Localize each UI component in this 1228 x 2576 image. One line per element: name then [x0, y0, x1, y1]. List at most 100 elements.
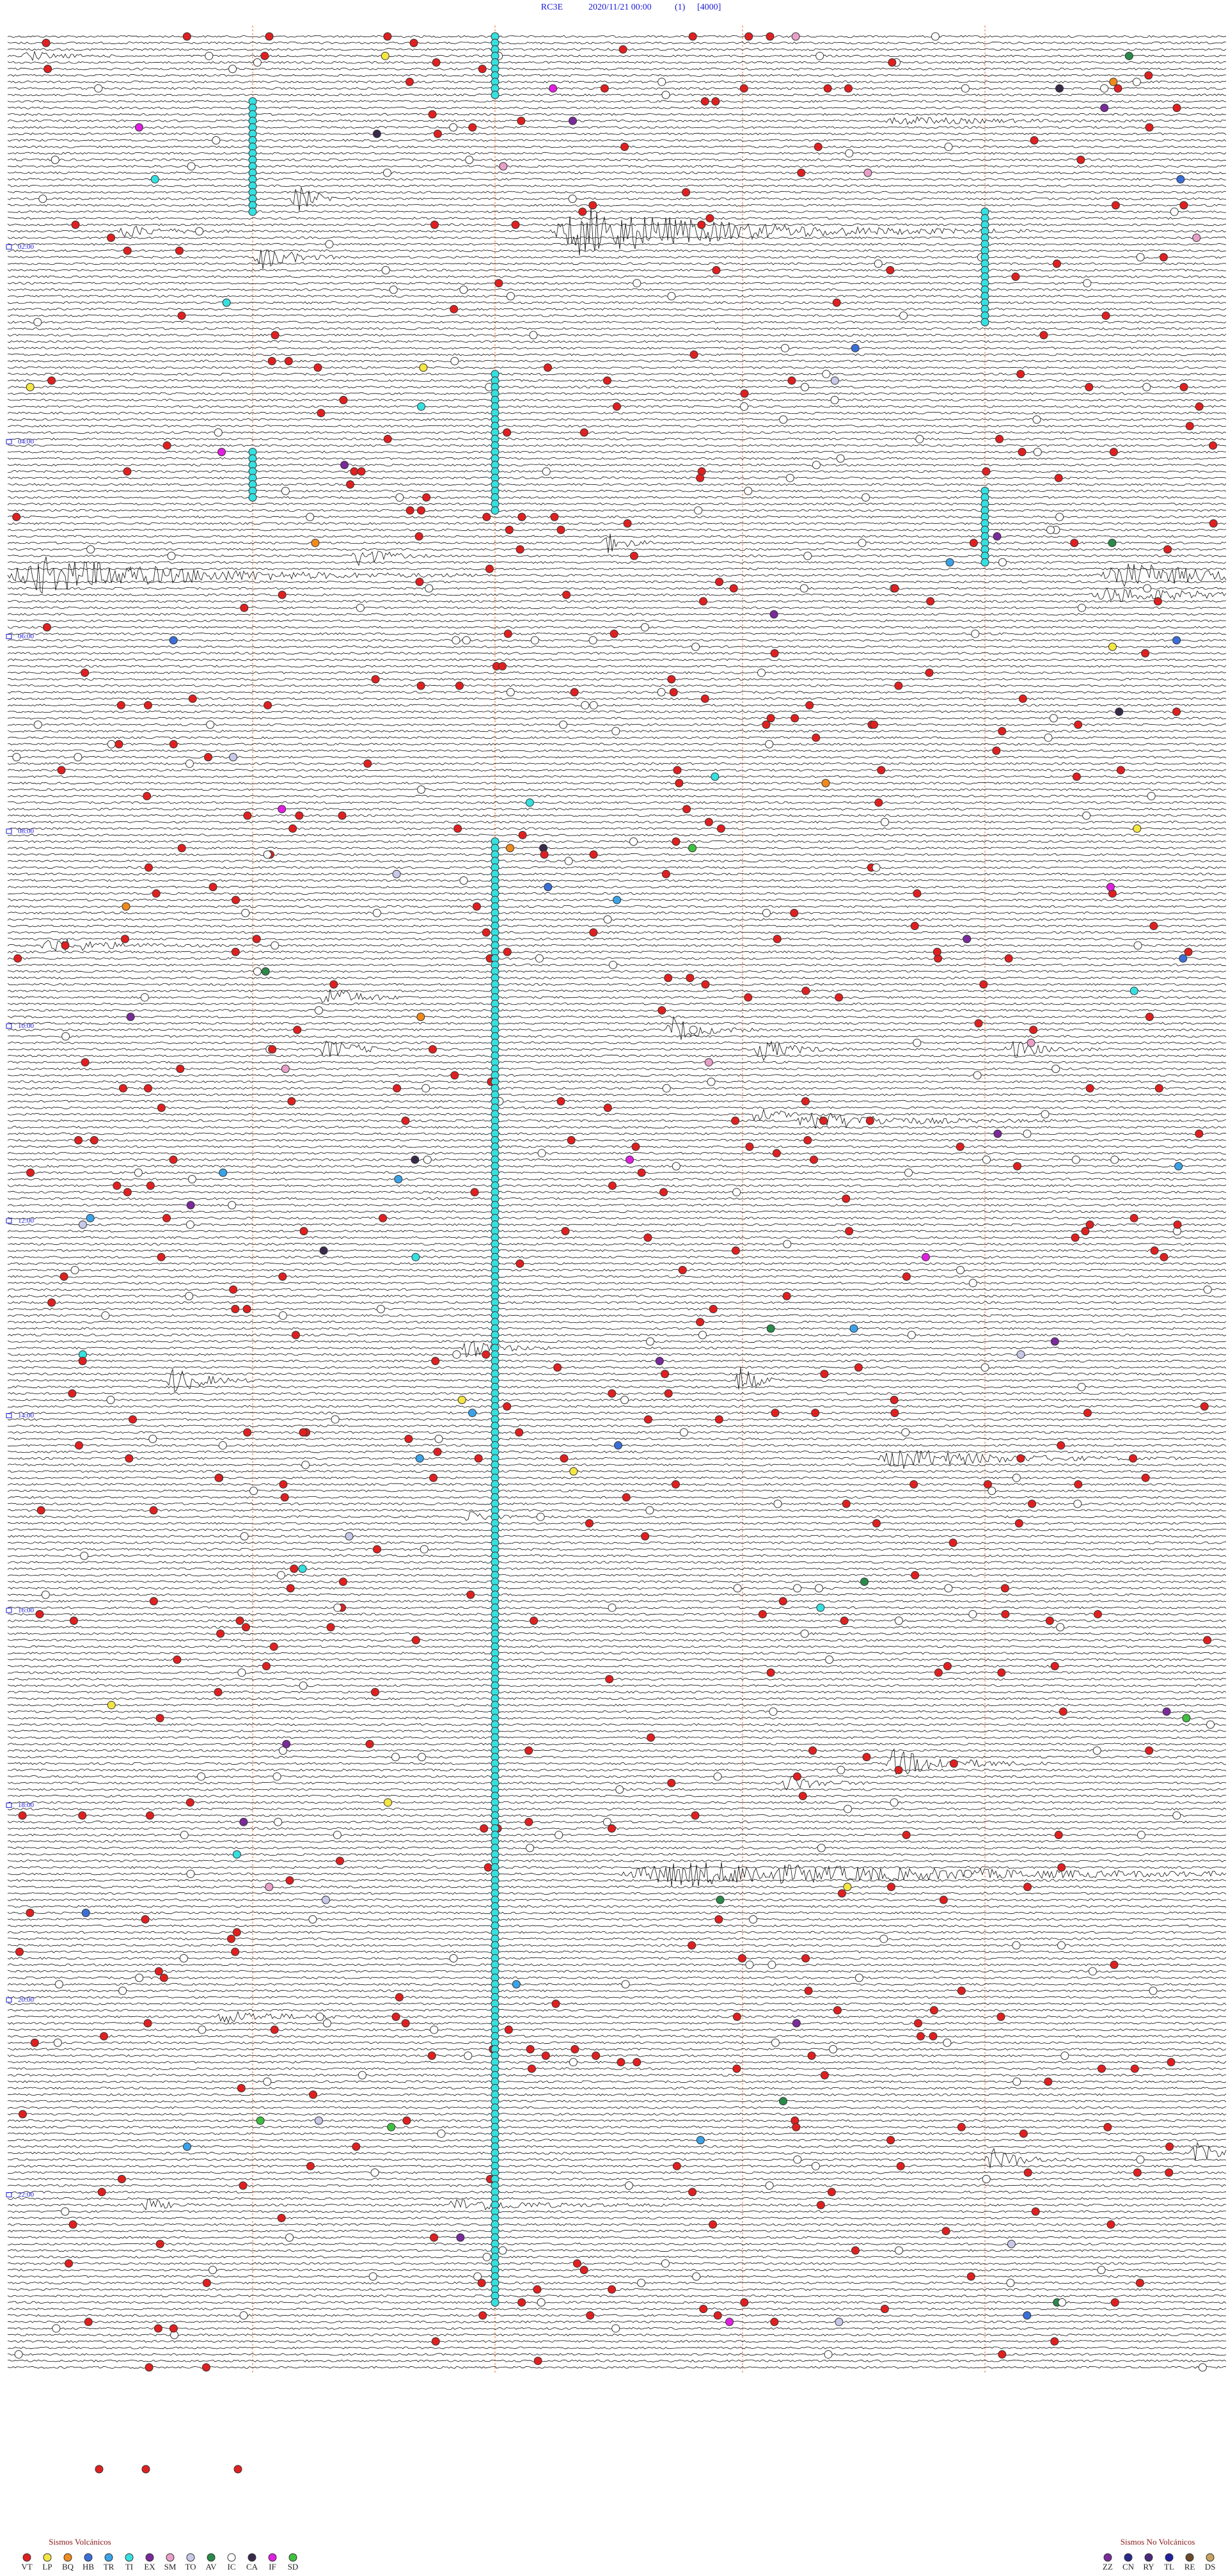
- trace: [7, 1586, 1227, 1590]
- trace: [7, 619, 1227, 622]
- event-marker: [100, 2032, 109, 2041]
- event-marker: [148, 1434, 157, 1443]
- trace: [7, 1911, 1227, 1915]
- event-marker: [478, 65, 487, 74]
- trace: [7, 2048, 1227, 2051]
- event-marker: [126, 1013, 135, 1022]
- event-marker: [97, 2188, 106, 2197]
- trace: [7, 236, 1227, 239]
- event-marker: [530, 636, 539, 645]
- trace: [7, 2249, 1227, 2252]
- trace: [7, 418, 1227, 421]
- trace: [7, 1638, 1227, 1642]
- event-marker: [1108, 642, 1117, 651]
- time-label: 10:00: [18, 1022, 35, 1030]
- trace: [7, 2301, 1227, 2304]
- event-marker: [125, 1454, 134, 1463]
- event-marker: [1070, 539, 1079, 548]
- trace: [7, 2307, 1227, 2311]
- event-marker: [646, 1337, 655, 1346]
- trace: [7, 249, 1226, 269]
- event-marker: [968, 1609, 977, 1618]
- traces: [7, 26, 1227, 2374]
- event-marker: [319, 1246, 328, 1255]
- trace: [7, 294, 1227, 298]
- event-marker: [291, 1331, 300, 1339]
- event-marker: [470, 1188, 479, 1197]
- event-marker: [1133, 824, 1142, 833]
- event-marker: [449, 1954, 458, 1963]
- trace: [7, 1892, 1227, 1895]
- event-marker: [716, 824, 725, 833]
- event-marker: [980, 318, 989, 327]
- event-marker: [835, 2318, 844, 2327]
- trace: [7, 522, 1227, 525]
- event-marker: [808, 1746, 817, 1755]
- trace: [7, 827, 1227, 830]
- event-marker: [998, 727, 1007, 736]
- event-marker: [711, 97, 720, 106]
- event-marker: [814, 143, 823, 152]
- event-marker: [671, 1480, 680, 1489]
- event-marker: [686, 974, 695, 983]
- event-marker: [1023, 2168, 1032, 2177]
- trace: [7, 840, 1227, 843]
- event-marker: [553, 1363, 562, 1372]
- event-marker: [1153, 597, 1162, 606]
- event-marker: [129, 1415, 138, 1424]
- legend-swatch: [43, 2553, 52, 2562]
- trace: [7, 1691, 1227, 1694]
- event-marker: [729, 584, 738, 593]
- event-marker: [205, 51, 214, 60]
- event-marker: [90, 1136, 98, 1144]
- event-marker: [829, 2045, 838, 2053]
- event-marker: [771, 1409, 780, 1418]
- event-marker: [854, 1973, 863, 1982]
- event-marker: [995, 434, 1004, 443]
- trace: [7, 1139, 1227, 1142]
- event-marker: [298, 1564, 307, 1573]
- time-glyph: [6, 1803, 12, 1808]
- event-marker: [762, 720, 771, 729]
- event-marker: [281, 1064, 290, 1073]
- trace: [8, 937, 1227, 940]
- event-marker: [814, 1584, 823, 1593]
- event-marker: [1055, 84, 1064, 93]
- trace: [7, 658, 1227, 661]
- event-marker: [71, 220, 80, 229]
- event-marker: [1195, 1129, 1204, 1138]
- legend-swatch: [248, 2553, 256, 2562]
- event-marker: [757, 668, 766, 677]
- trace: [7, 1054, 1227, 1057]
- event-marker: [647, 1733, 656, 1742]
- event-marker: [765, 2181, 774, 2190]
- event-marker: [827, 2188, 836, 2197]
- event-marker: [688, 32, 697, 41]
- event-marker: [637, 2279, 646, 2288]
- event-marker: [845, 149, 854, 158]
- event-marker: [526, 1844, 535, 1853]
- event-marker: [141, 1915, 150, 1924]
- trace: [7, 1165, 1227, 1168]
- trace: [7, 470, 1227, 473]
- trace: [7, 1541, 1226, 1544]
- trace: [7, 723, 1227, 726]
- trace: [7, 1547, 1227, 1551]
- event-marker: [459, 876, 468, 885]
- event-marker: [807, 2051, 816, 2060]
- event-marker: [1129, 1454, 1138, 1463]
- event-marker: [550, 512, 559, 521]
- event-marker: [657, 1006, 666, 1015]
- event-marker: [1137, 1831, 1145, 1840]
- trace: [7, 775, 1227, 778]
- event-marker: [432, 58, 441, 67]
- trace: [7, 1040, 1227, 1061]
- event-marker: [394, 1174, 403, 1183]
- event-marker: [589, 700, 598, 709]
- event-marker: [910, 922, 919, 931]
- event-marker: [1054, 473, 1063, 482]
- event-marker: [511, 220, 520, 229]
- event-marker: [744, 993, 753, 1002]
- event-marker: [278, 590, 287, 599]
- event-marker: [1195, 402, 1204, 411]
